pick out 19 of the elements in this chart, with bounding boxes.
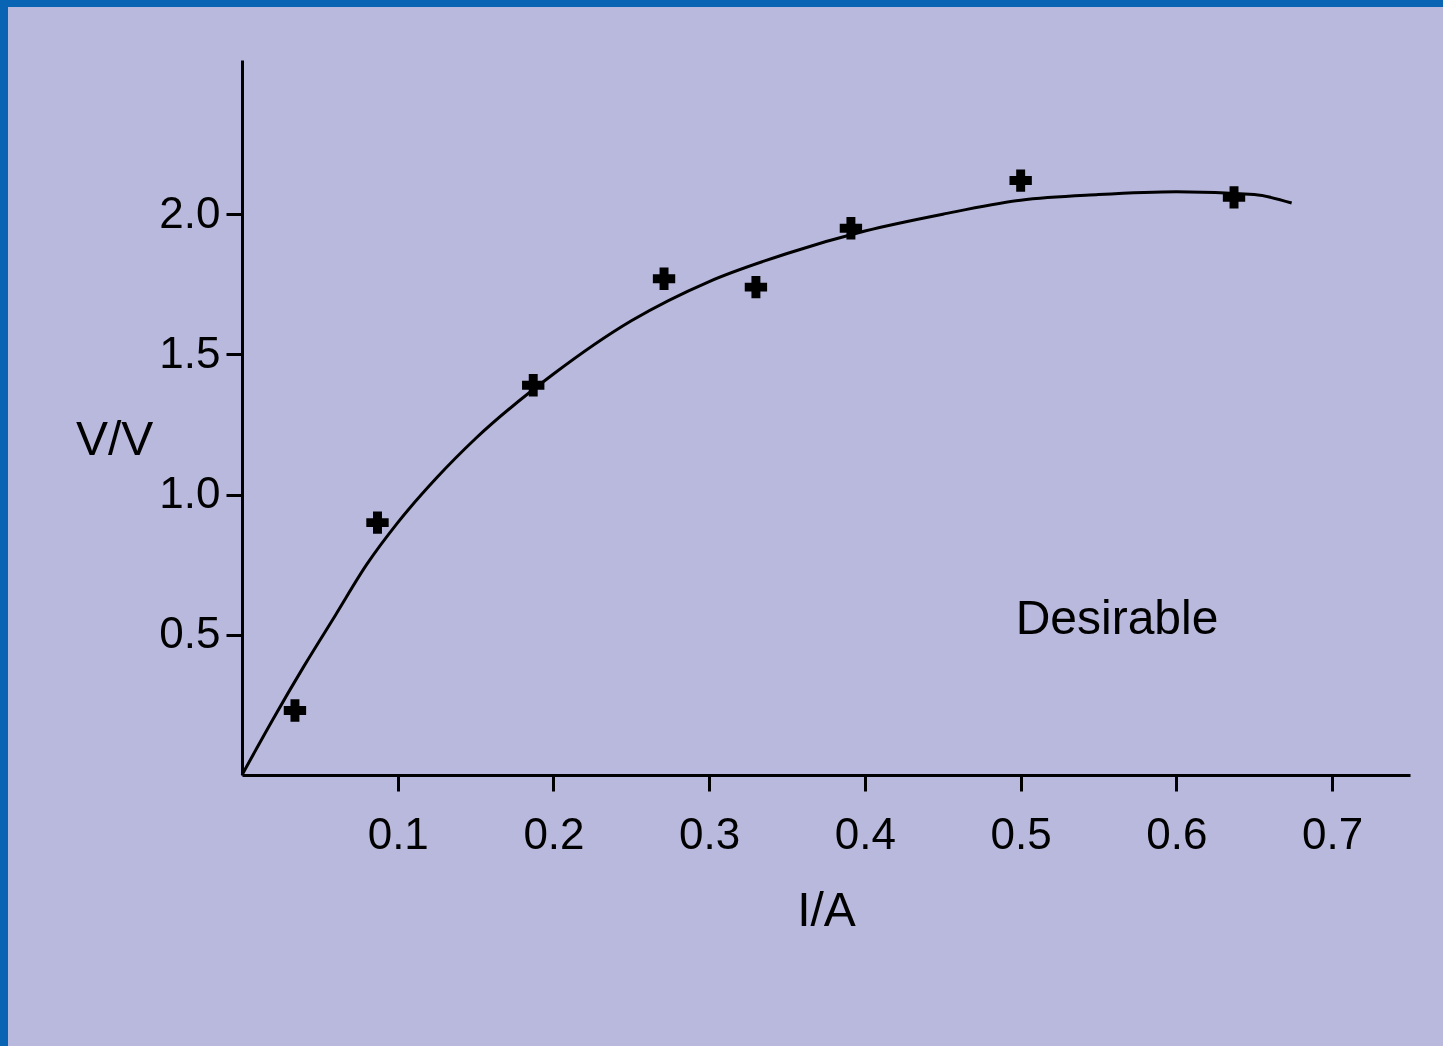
point <box>652 267 676 290</box>
x-tick-label: 0.6 <box>1146 808 1208 858</box>
x-tick-label: 0.1 <box>367 808 429 858</box>
point <box>744 275 768 299</box>
point <box>283 699 307 722</box>
x-tick-label: 0.2 <box>523 808 585 858</box>
y-tick-label: 0.5 <box>159 608 221 658</box>
y-tick-label: 1.0 <box>159 468 221 518</box>
x-tick-label: 0.5 <box>990 808 1052 858</box>
x-tick-label: 0.7 <box>1302 808 1364 858</box>
x-tick-label: 0.4 <box>834 808 897 858</box>
annotation: Desirable <box>1015 591 1219 644</box>
point <box>366 511 389 534</box>
x-tick-label: 0.3 <box>679 808 741 858</box>
y-axis-title: V/V <box>75 411 154 465</box>
point <box>1009 169 1032 192</box>
y-tick-label: 2.0 <box>159 187 221 237</box>
x-axis-title: I/A <box>797 882 856 936</box>
y-tick-label: 1.5 <box>159 327 221 377</box>
